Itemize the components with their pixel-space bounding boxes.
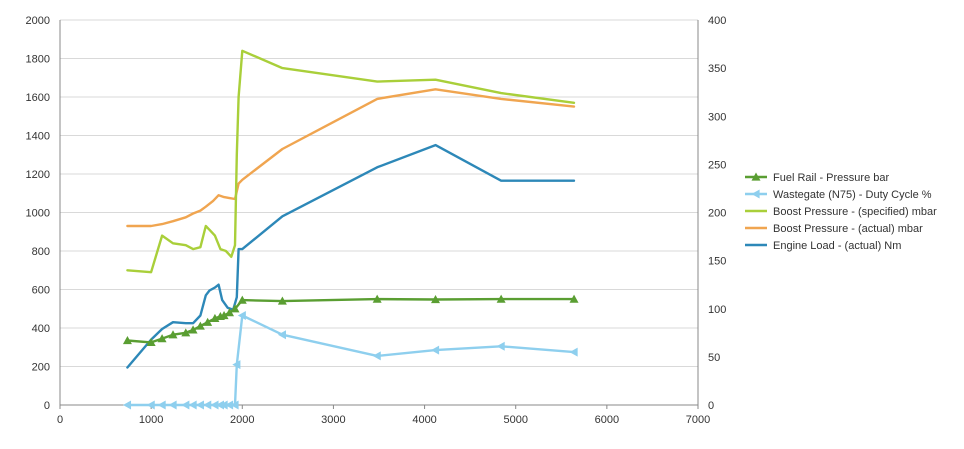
x-tick-label: 2000 [230, 414, 254, 426]
plot-area [122, 49, 579, 410]
x-tick-label: 4000 [412, 414, 436, 426]
y-tick-label: 1200 [26, 169, 50, 181]
y2-tick-label: 350 [708, 63, 726, 75]
data-point [431, 295, 441, 304]
data-point [203, 317, 213, 326]
y2-tick-label: 300 [708, 111, 726, 123]
legend-item: Wastegate (N75) - Duty Cycle % [745, 189, 932, 201]
data-point [146, 400, 155, 410]
legend-item: Engine Load - (actual) Nm [745, 240, 901, 252]
data-point [496, 294, 506, 303]
y2-tick-label: 250 [708, 159, 726, 171]
series-0 [122, 294, 579, 347]
data-point [188, 325, 198, 334]
legend-marker [751, 172, 761, 181]
y2-tick-label: 50 [708, 352, 720, 364]
data-point [219, 400, 228, 410]
data-point [237, 295, 247, 304]
data-point [232, 360, 241, 370]
data-point [225, 308, 235, 317]
data-point [372, 294, 382, 303]
x-tick-label: 7000 [686, 414, 710, 426]
data-point [181, 328, 191, 337]
y2-tick-label: 0 [708, 400, 714, 412]
legend-label: Engine Load - (actual) Nm [773, 240, 901, 252]
data-point [277, 296, 287, 305]
x-tick-label: 6000 [595, 414, 619, 426]
y2-tick-label: 400 [708, 15, 726, 27]
data-point [181, 400, 190, 410]
series-line [126, 143, 576, 369]
data-point [230, 400, 239, 410]
data-point [122, 336, 132, 345]
data-point [203, 400, 212, 410]
legend: Fuel Rail - Pressure bar Wastegate (N75) … [745, 172, 937, 252]
x-tick-label: 0 [57, 414, 63, 426]
data-point [230, 304, 240, 313]
data-point [122, 400, 132, 410]
data-point [569, 294, 579, 303]
series-3 [126, 88, 576, 228]
series-line [126, 49, 576, 274]
data-point [210, 400, 219, 410]
y-tick-label: 1000 [26, 208, 50, 220]
x-tick-label: 1000 [139, 414, 163, 426]
series-2 [126, 49, 576, 274]
data-point [157, 334, 167, 343]
series-line [126, 88, 576, 228]
data-point [168, 400, 177, 410]
y-tick-label: 1600 [26, 92, 50, 104]
data-point [168, 330, 178, 339]
y-tick-label: 600 [32, 285, 50, 297]
x-tick-label: 5000 [503, 414, 527, 426]
data-point [237, 310, 246, 320]
y-tick-label: 1800 [26, 54, 50, 66]
x-tick-label: 3000 [321, 414, 345, 426]
y-tick-label: 1400 [26, 131, 50, 143]
y-tick-label: 400 [32, 323, 50, 335]
legend-label: Fuel Rail - Pressure bar [773, 172, 889, 184]
legend-label: Boost Pressure - (specified) mbar [773, 206, 937, 218]
legend-item: Fuel Rail - Pressure bar [745, 172, 889, 184]
axes: 0200400600800100012001400160018002000050… [26, 15, 727, 426]
series-4 [126, 143, 576, 369]
grid [60, 19, 698, 406]
data-point [195, 321, 205, 330]
series-1 [122, 310, 578, 410]
y-tick-label: 0 [44, 400, 50, 412]
data-point [431, 345, 440, 355]
data-point [372, 351, 381, 361]
data-point [225, 400, 234, 410]
legend-item: Boost Pressure - (actual) mbar [745, 223, 923, 235]
data-point [195, 400, 204, 410]
data-point [219, 310, 229, 320]
y-tick-label: 2000 [26, 15, 50, 27]
y2-tick-label: 150 [708, 256, 726, 268]
data-point [188, 400, 197, 410]
legend-item: Boost Pressure - (specified) mbar [745, 206, 937, 218]
legend-marker [751, 189, 760, 199]
data-point [569, 347, 578, 357]
data-point [157, 400, 166, 410]
data-point [146, 337, 156, 347]
legend-label: Wastegate (N75) - Duty Cycle % [773, 189, 932, 201]
y-tick-label: 800 [32, 246, 50, 258]
data-point [277, 330, 286, 340]
legend-label: Boost Pressure - (actual) mbar [773, 223, 923, 235]
y2-tick-label: 200 [708, 208, 726, 220]
data-point [496, 341, 505, 351]
y-tick-label: 200 [32, 362, 50, 374]
y2-tick-label: 100 [708, 304, 726, 316]
